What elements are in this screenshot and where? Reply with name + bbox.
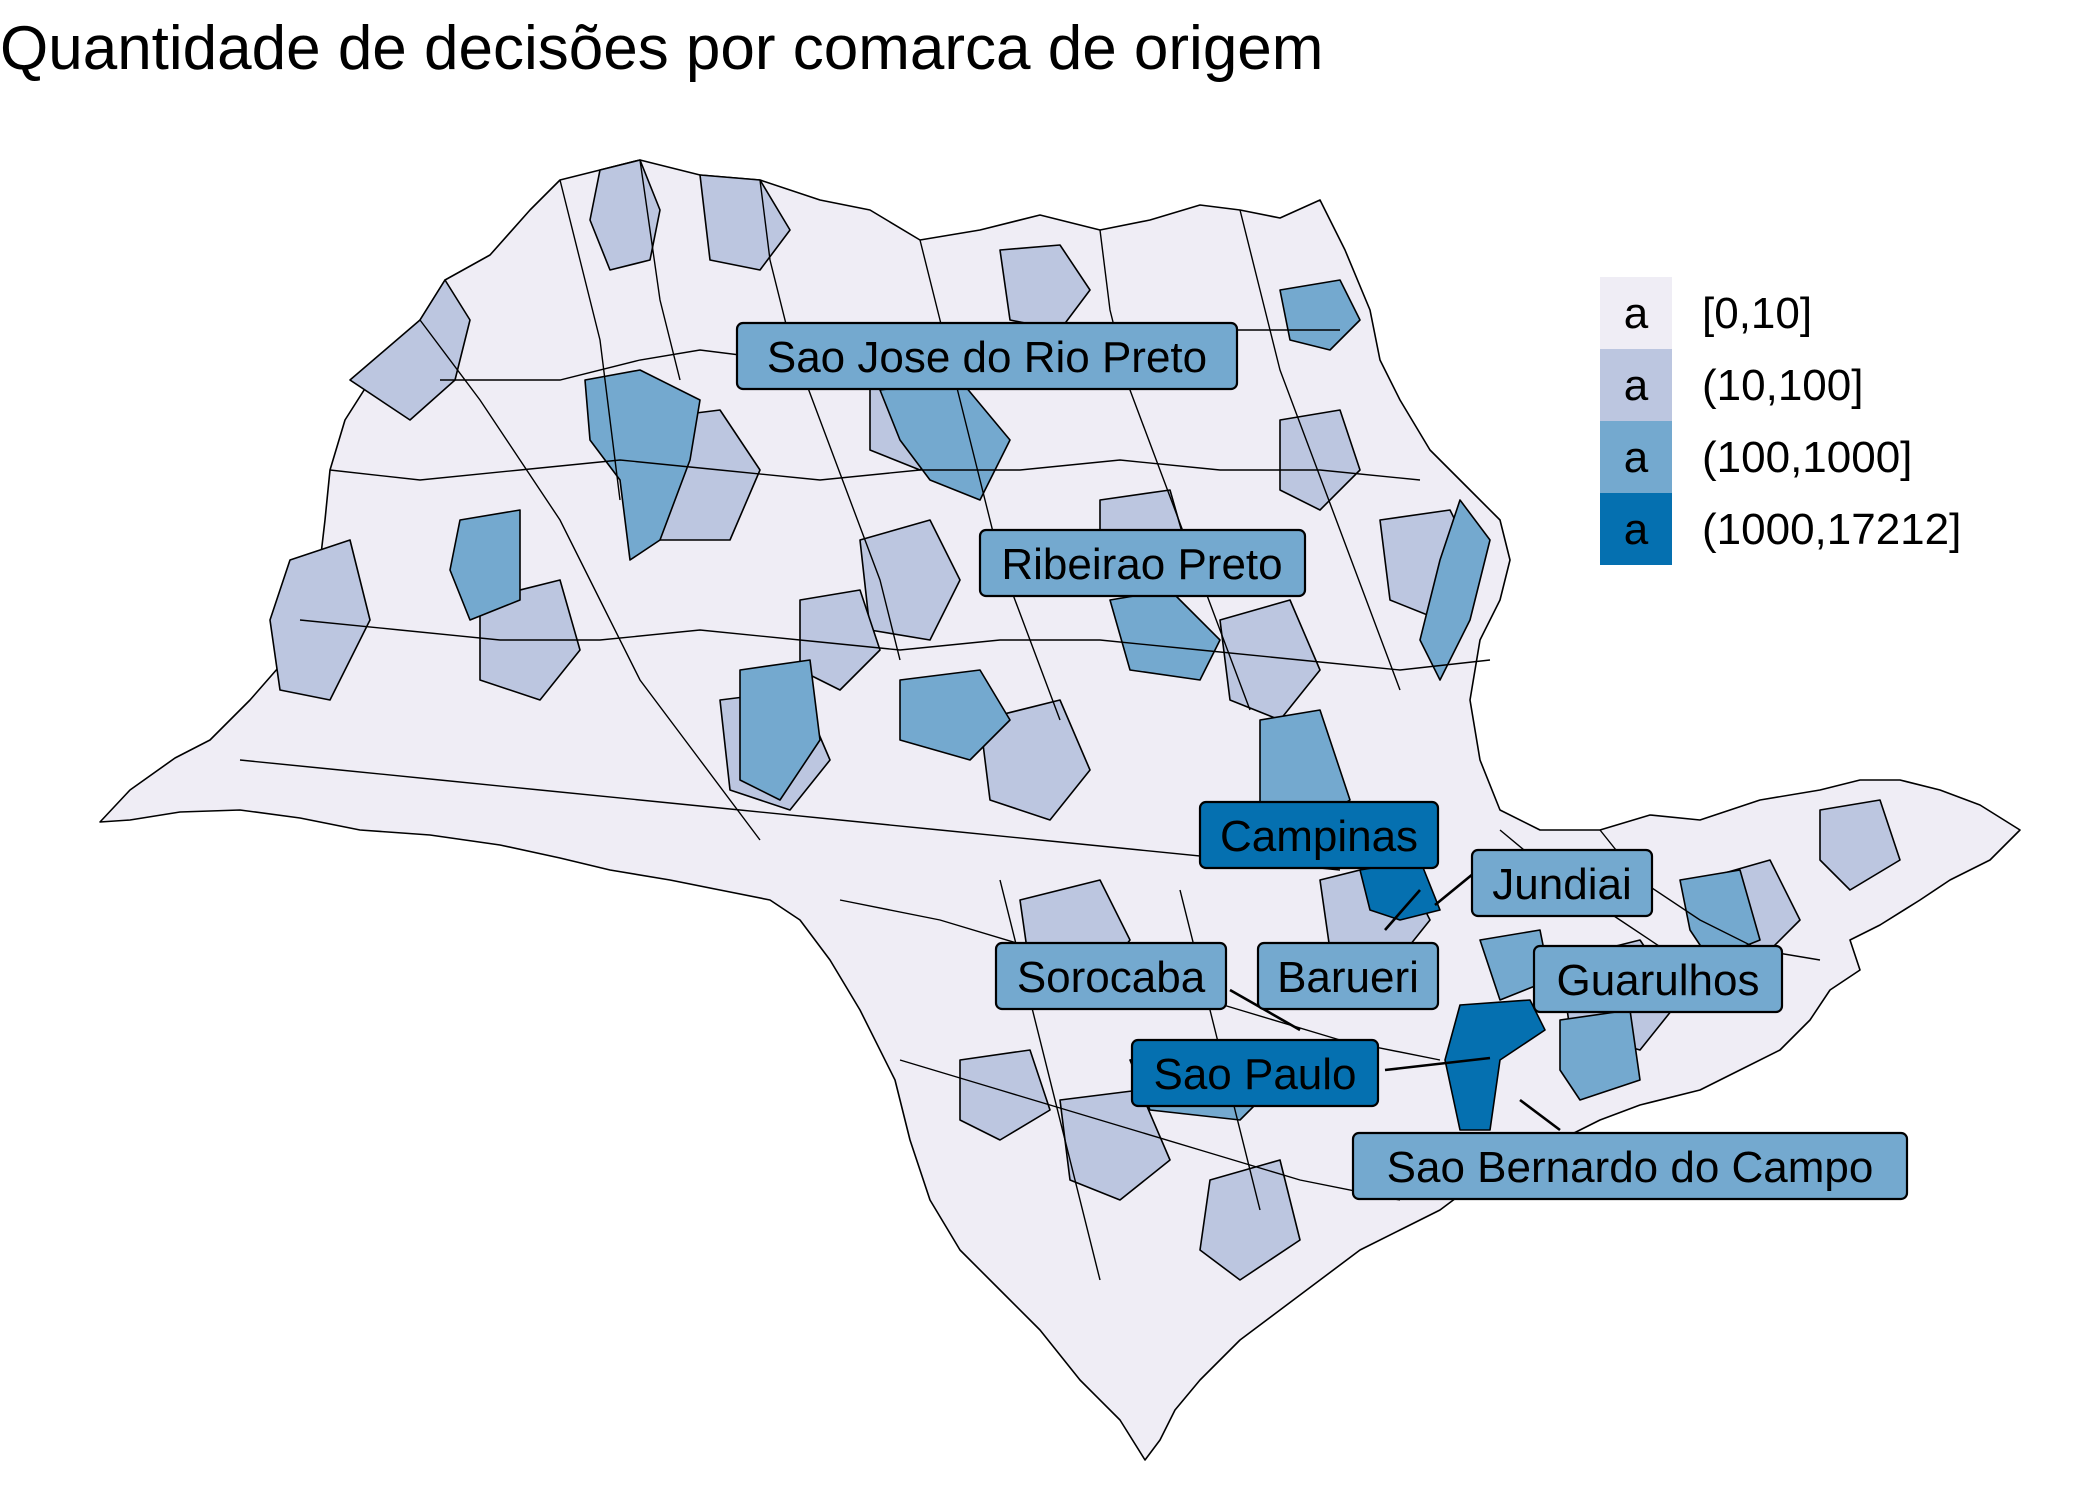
- label-text: Ribeirao Preto: [1001, 540, 1282, 589]
- legend-key-glyph: a: [1624, 505, 1649, 554]
- label-barueri: Barueri: [1256, 941, 1440, 1011]
- region-sao-paulo: [1444, 999, 1546, 1131]
- label-jundiai: Jundiai: [1470, 848, 1654, 918]
- regions-class-1000-plus: [1359, 859, 1546, 1131]
- label-ribeirao-preto: Ribeirao Preto: [978, 528, 1307, 598]
- legend-key-glyph: a: [1624, 433, 1649, 482]
- label-box: [735, 321, 1239, 391]
- legend-label: [0,10]: [1702, 289, 1812, 338]
- label-text: Jundiai: [1492, 860, 1631, 909]
- legend-item-1000-17212: a (1000,17212]: [1600, 493, 1961, 565]
- label-text: Sao Bernardo do Campo: [1387, 1143, 1874, 1192]
- label-sao-paulo: Sao Paulo: [1130, 1038, 1380, 1108]
- label-box: [1256, 941, 1440, 1011]
- label-sao-bernardo-do-campo: Sao Bernardo do Campo: [1351, 1131, 1909, 1201]
- legend-item-10-100: a (10,100]: [1600, 349, 1863, 421]
- legend-item-0-10: a [0,10]: [1600, 277, 1812, 349]
- label-text: Campinas: [1220, 812, 1418, 861]
- legend-label: (10,100]: [1702, 361, 1863, 410]
- map-title: Quantidade de decisões por comarca de or…: [0, 14, 1324, 83]
- regions-class-10-100: [269, 159, 1901, 1281]
- legend-item-100-1000: a (100,1000]: [1600, 421, 1912, 493]
- label-text: Guarulhos: [1556, 956, 1759, 1005]
- label-text: Sao Jose do Rio Preto: [767, 333, 1207, 382]
- label-guarulhos: Guarulhos: [1532, 944, 1784, 1014]
- legend-key: [1600, 421, 1672, 493]
- label-text: Sao Paulo: [1153, 1050, 1356, 1099]
- legend: a [0,10] a (10,100] a (100,1000] a (1000…: [1600, 277, 1961, 565]
- label-sao-jose-do-rio-preto: Sao Jose do Rio Preto: [735, 321, 1239, 391]
- legend-label: (1000,17212]: [1702, 505, 1961, 554]
- label-box: [1532, 944, 1784, 1014]
- label-text: Sorocaba: [1017, 953, 1206, 1002]
- label-box: [1198, 800, 1440, 870]
- label-box: [994, 941, 1228, 1011]
- region-labels: Sao Jose do Rio Preto Ribeirao Preto Cam…: [735, 321, 1909, 1201]
- label-box: [1470, 848, 1654, 918]
- legend-label: (100,1000]: [1702, 433, 1912, 482]
- label-box: [978, 528, 1307, 598]
- legend-key: [1600, 349, 1672, 421]
- legend-key: [1600, 493, 1672, 565]
- label-box: [1130, 1038, 1380, 1108]
- legend-key-glyph: a: [1624, 289, 1649, 338]
- legend-key: [1600, 277, 1672, 349]
- label-campinas: Campinas: [1198, 800, 1440, 870]
- label-sorocaba: Sorocaba: [994, 941, 1228, 1011]
- label-box: [1351, 1131, 1909, 1201]
- legend-key-glyph: a: [1624, 361, 1649, 410]
- label-text: Barueri: [1277, 953, 1419, 1002]
